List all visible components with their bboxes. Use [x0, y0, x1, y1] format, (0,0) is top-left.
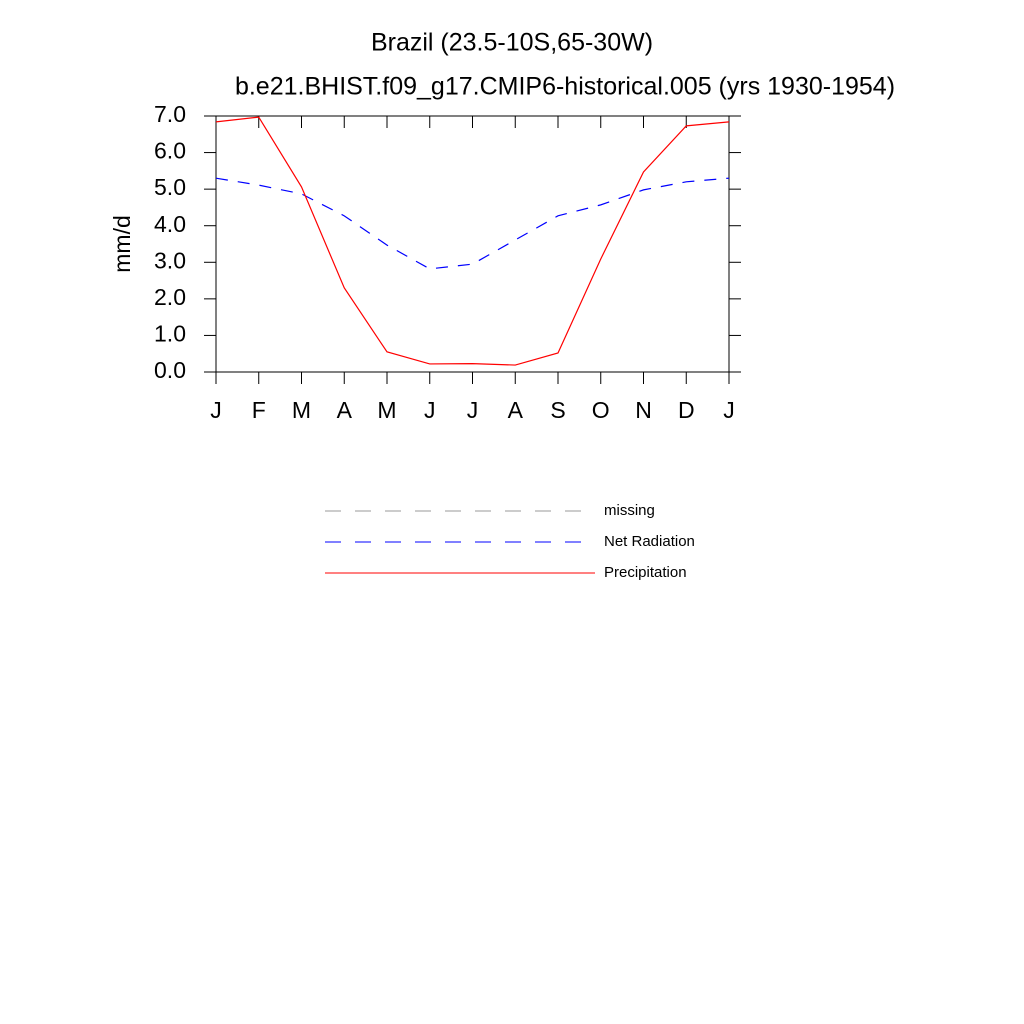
- legend-label: Precipitation: [604, 564, 687, 581]
- x-tick-label: J: [210, 397, 222, 423]
- legend-label: missing: [604, 502, 655, 519]
- y-tick-label: 1.0: [154, 321, 186, 347]
- legend-label: Net Radiation: [604, 533, 695, 550]
- y-tick-label: 0.0: [154, 357, 186, 383]
- series-line: [215, 116, 730, 366]
- series-line: [215, 177, 730, 270]
- y-axis-label: mm/d: [109, 215, 135, 273]
- plot-frame: [215, 115, 730, 373]
- y-tick-label: 5.0: [154, 174, 186, 200]
- chart-title: Brazil (23.5-10S,65-30W): [371, 29, 653, 57]
- y-tick-label: 2.0: [154, 284, 186, 310]
- x-tick-label: A: [337, 397, 353, 423]
- x-tick-label: M: [377, 397, 396, 423]
- x-tick-label: N: [635, 397, 652, 423]
- x-tick-label: A: [508, 397, 524, 423]
- x-tick-label: S: [550, 397, 565, 423]
- y-tick-label: 6.0: [154, 138, 186, 164]
- x-tick-label: F: [252, 397, 266, 423]
- x-tick-label: O: [592, 397, 610, 423]
- x-tick-label: J: [424, 397, 436, 423]
- y-tick-label: 7.0: [154, 101, 186, 127]
- y-tick-label: 3.0: [154, 247, 186, 273]
- chart-subtitle: b.e21.BHIST.f09_g17.CMIP6-historical.005…: [235, 73, 895, 101]
- x-tick-label: J: [467, 397, 479, 423]
- x-tick-label: D: [678, 397, 695, 423]
- x-tick-label: M: [292, 397, 311, 423]
- x-tick-label: J: [723, 397, 735, 423]
- y-tick-label: 4.0: [154, 211, 186, 237]
